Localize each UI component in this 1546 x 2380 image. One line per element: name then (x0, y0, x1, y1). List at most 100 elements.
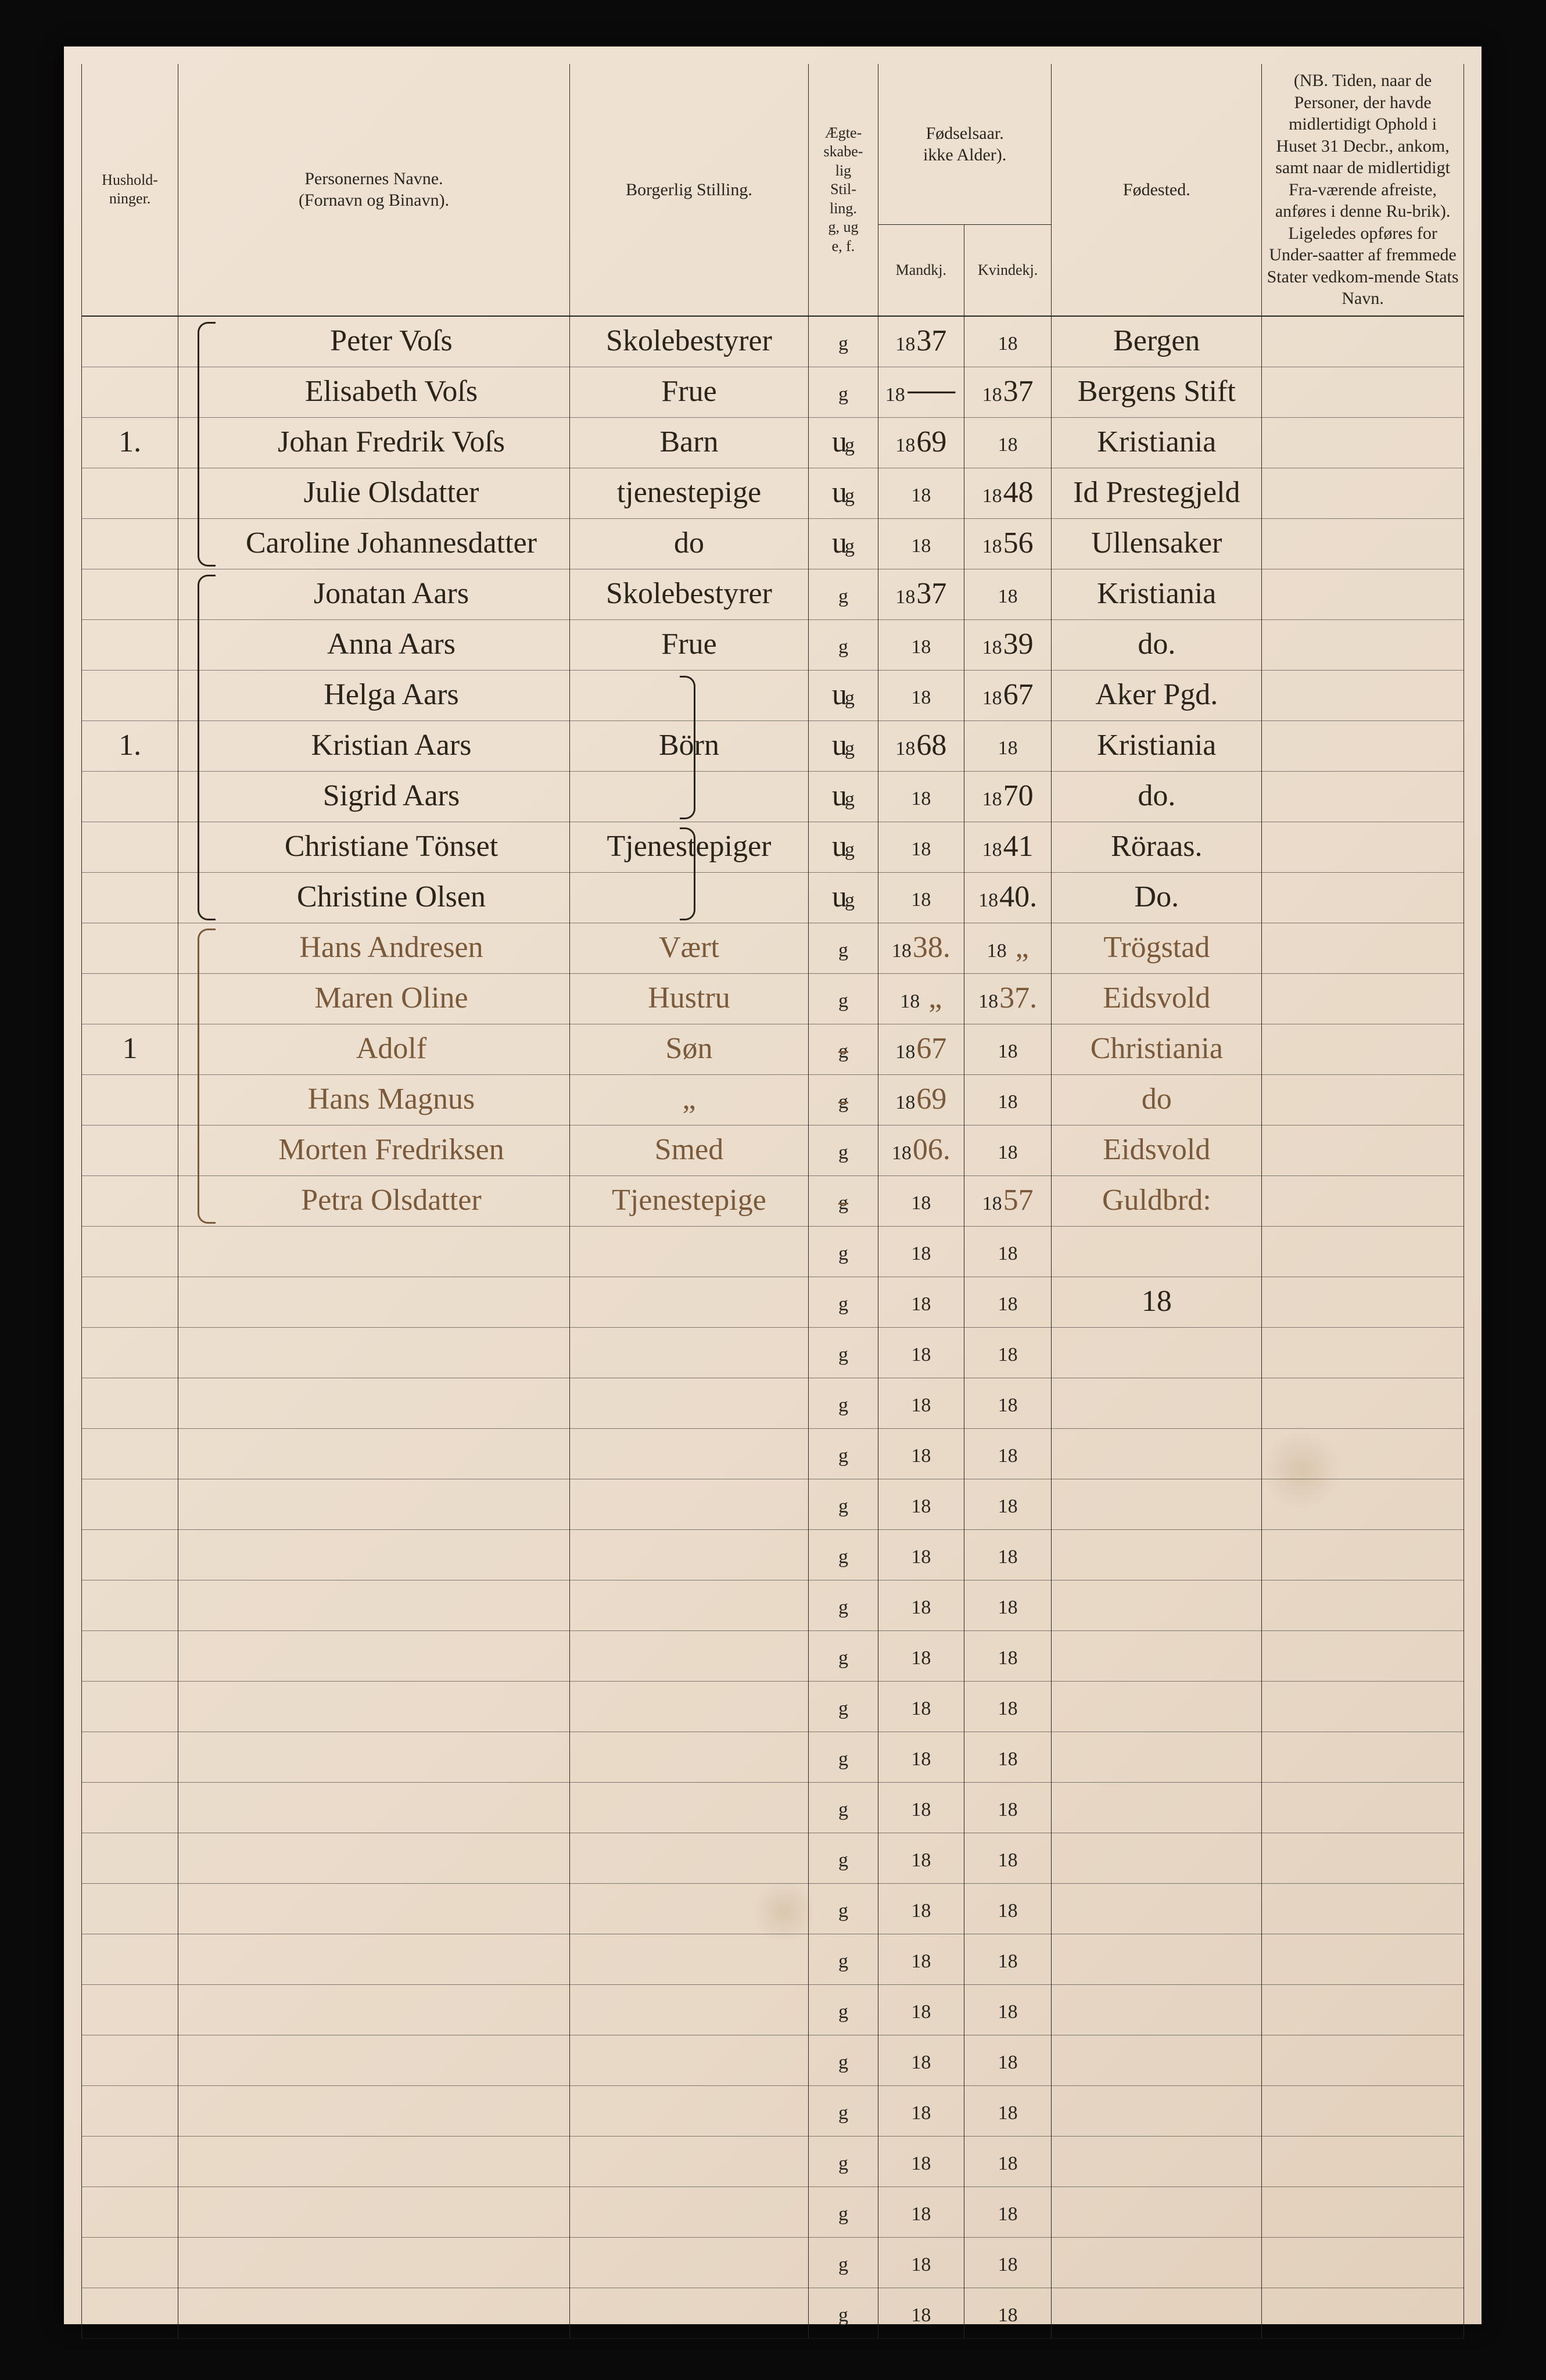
name-text: Caroline Johannesdatter (246, 526, 537, 560)
preprinted-18: 18 (911, 2203, 931, 2225)
cell-hush (82, 771, 178, 822)
cell-fode (1052, 1934, 1262, 1984)
name-text: Christine Olsen (297, 880, 486, 913)
cell-egte: g (809, 1125, 878, 1175)
cell-still: do (569, 518, 808, 569)
table-row: Caroline Johannesdatterdoug181856Ullensa… (82, 518, 1464, 569)
cell-mand: 18 (878, 2237, 964, 2288)
cell-note (1262, 670, 1464, 721)
cell-mand: 18 (878, 1479, 964, 1529)
cell-note (1262, 619, 1464, 670)
table-row: Christine Olsenug181840.Do. (82, 872, 1464, 923)
table-row: g1818 (82, 1681, 1464, 1732)
fode-text: Christiania (1091, 1032, 1223, 1065)
preprinted-18: 18 (911, 1395, 931, 1416)
table-row: g1818 (82, 1327, 1464, 1378)
cell-name: Petra Olsdatter (178, 1175, 570, 1226)
cell-hush: 1. (82, 417, 178, 468)
cell-fode: Aker Pgd. (1052, 670, 1262, 721)
preprinted-18: 18 (998, 1293, 1018, 1315)
cell-still (569, 1782, 808, 1833)
cell-fode: Do. (1052, 872, 1262, 923)
cell-hush (82, 518, 178, 569)
name-text: Johan Fredrik Voſs (278, 425, 505, 458)
cell-mand: 18 (878, 2288, 964, 2338)
cell-fode: Christiania (1052, 1024, 1262, 1074)
cell-hush (82, 1580, 178, 1630)
handwritten-year-suffix: 48 (1003, 476, 1034, 509)
cell-still (569, 1630, 808, 1681)
preprinted-g: g (845, 536, 855, 557)
preprinted-18: 18 (892, 940, 912, 962)
cell-mand: 18 (878, 1782, 964, 1833)
preprinted-18: 18 (911, 2102, 931, 2124)
cell-kvin: 1856 (964, 518, 1052, 569)
preprinted-18: 18 (911, 1597, 931, 1618)
name-text: Kristian Aars (311, 729, 472, 762)
still-text: Hustru (648, 981, 730, 1015)
cell-note (1262, 1277, 1464, 1327)
preprinted-18: 18 (911, 1900, 931, 1922)
cell-name (178, 2136, 570, 2187)
cell-fode: Bergen (1052, 316, 1262, 367)
cell-kvin: 18 (964, 1277, 1052, 1327)
cell-still (569, 1984, 808, 2035)
cell-name: Julie Olsdatter (178, 468, 570, 518)
cell-fode (1052, 1833, 1262, 1883)
cell-mand: 18 (878, 1529, 964, 1580)
cell-still (569, 1378, 808, 1428)
preprinted-18: 18 (911, 1344, 931, 1365)
fode-text: 18 (1142, 1285, 1172, 1318)
preprinted-18: 18 (895, 586, 915, 608)
grouping-bracket (198, 575, 216, 920)
preprinted-18: 18 (982, 839, 1002, 861)
preprinted-18: 18 (998, 1496, 1018, 1517)
name-text: Morten Fredriksen (278, 1133, 504, 1166)
preprinted-18: 18 (987, 940, 1007, 962)
still-text: Skolebestyrer (606, 577, 772, 610)
cell-mand: 18 (878, 822, 964, 872)
table-row: g1818 (82, 1984, 1464, 2035)
cell-mand: 18 (878, 1934, 964, 1984)
cell-name: Caroline Johannesdatter (178, 518, 570, 569)
cell-still: Barn (569, 417, 808, 468)
cell-hush (82, 1630, 178, 1681)
preprinted-18: 18 (911, 1293, 931, 1315)
cell-note (1262, 1024, 1464, 1074)
handwritten-year-suffix: 37 (916, 324, 946, 357)
cell-note (1262, 1681, 1464, 1732)
preprinted-g: g (838, 1091, 848, 1113)
cell-mand: 18 (878, 1732, 964, 1782)
table-row: g1818 (82, 2035, 1464, 2085)
cell-mand: 1867 (878, 1024, 964, 1074)
handwritten-year-suffix: „ (1008, 931, 1029, 964)
fode-text: Röraas. (1111, 830, 1202, 863)
preprinted-g: g (838, 1142, 848, 1163)
header-mandkj: Mandkj. (878, 225, 964, 316)
table-row: Morten FredriksenSmedg1806.18Eidsvold (82, 1125, 1464, 1175)
cell-name (178, 1479, 570, 1529)
cell-name (178, 1732, 570, 1782)
cell-name: Christine Olsen (178, 872, 570, 923)
preprinted-g: g (838, 1243, 848, 1264)
header-nb-note: (NB. Tiden, naar de Personer, der havde … (1262, 64, 1464, 316)
preprinted-18: 18 (982, 384, 1002, 406)
cell-name (178, 1327, 570, 1378)
preprinted-18: 18 (998, 2203, 1018, 2225)
cell-fode: Guldbrd: (1052, 1175, 1262, 1226)
preprinted-18: 18 (982, 687, 1002, 709)
still-text: Frue (661, 375, 716, 408)
cell-name (178, 1630, 570, 1681)
table-row: g1818 (82, 1732, 1464, 1782)
fode-text: Kristiania (1097, 729, 1216, 762)
preprinted-18: 18 (895, 738, 915, 759)
table-row: g1818 (82, 1428, 1464, 1479)
preprinted-18: 18 (895, 1092, 915, 1113)
hush-text: 1 (123, 1032, 138, 1065)
cell-egte: g (809, 1529, 878, 1580)
preprinted-18: 18 (982, 536, 1002, 557)
cell-note (1262, 2187, 1464, 2237)
preprinted-g: g (838, 2052, 848, 2073)
cell-hush (82, 468, 178, 518)
table-row: 1AdolfSøng186718Christiania (82, 1024, 1464, 1074)
